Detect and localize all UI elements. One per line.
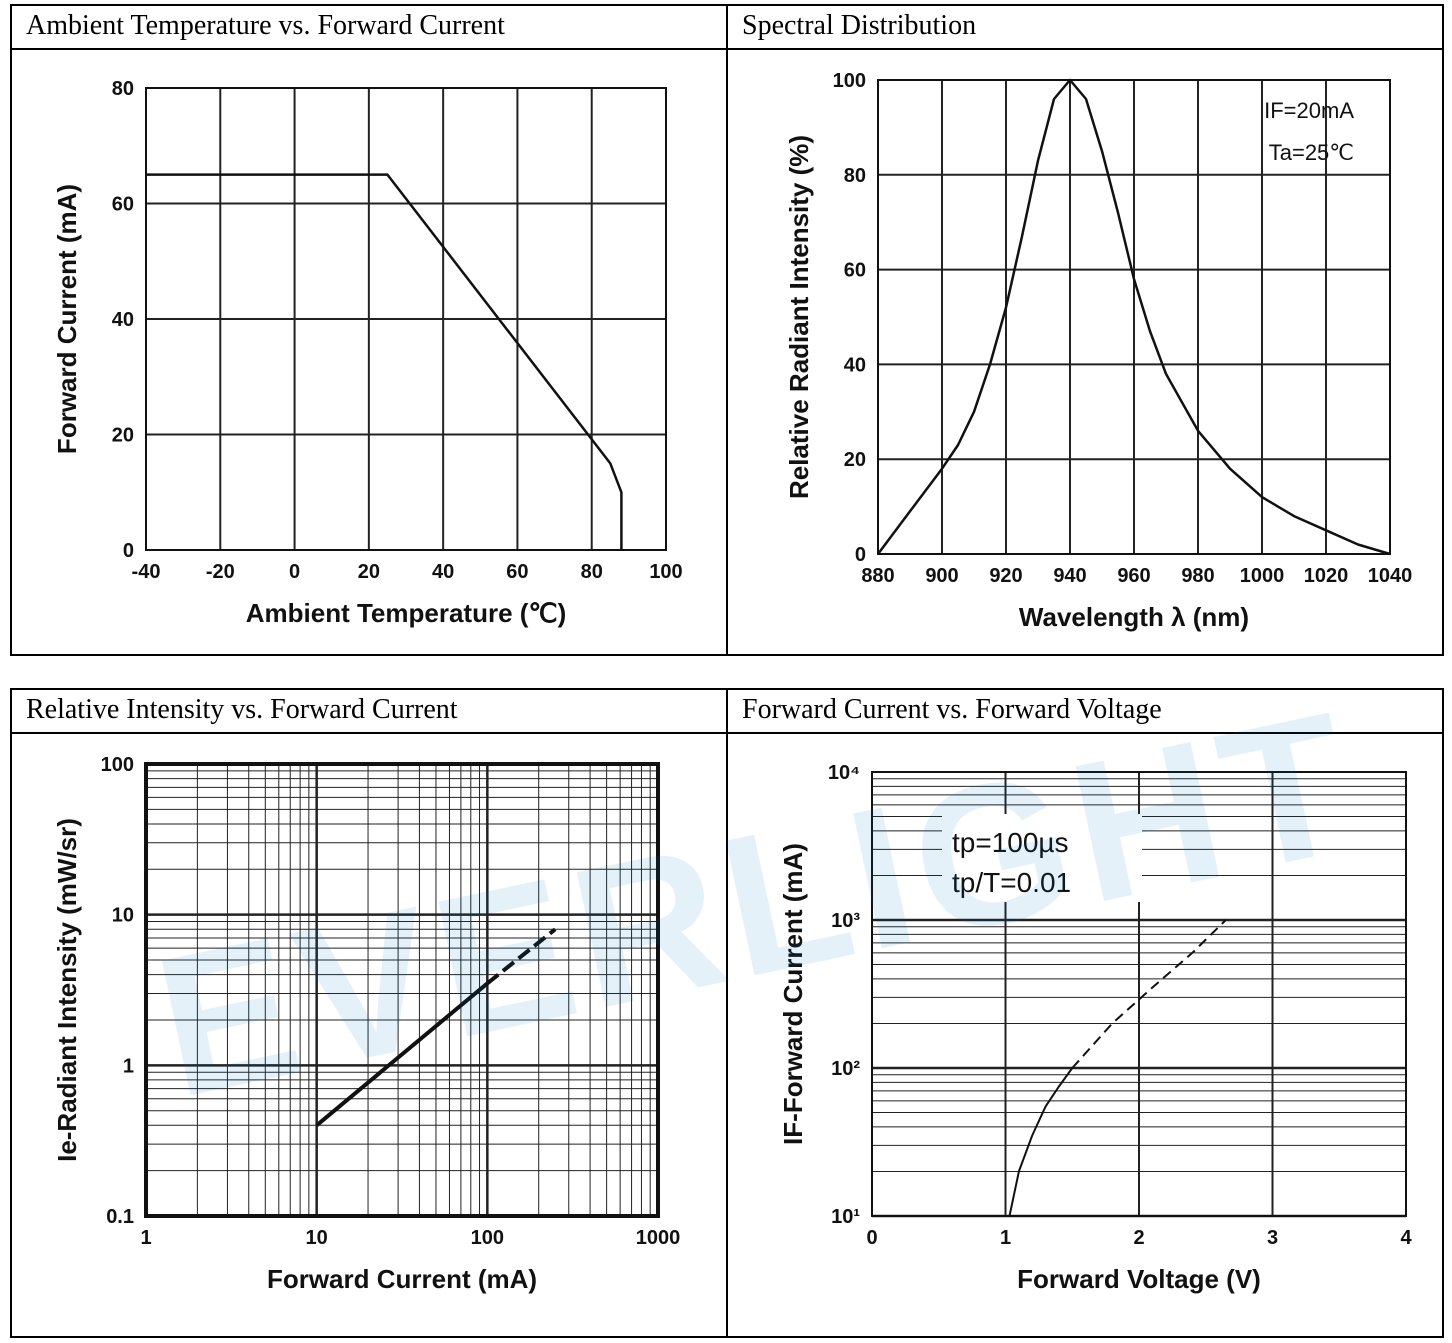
plot-frame: [877, 79, 1391, 555]
x-tick-label: 100: [471, 1227, 504, 1249]
y-tick-label: 60: [112, 194, 134, 216]
y-axis-label: Relative Radiant Intensity (%): [784, 135, 814, 499]
x-axis-label: Forward Current (mA): [267, 1264, 537, 1294]
y-axis-label: IF-Forward Current (mA): [778, 843, 808, 1145]
y-tick-label: 40: [844, 354, 866, 376]
series-line: [1008, 1067, 1074, 1217]
plot-frame: [871, 771, 1407, 1217]
y-tick-label: 40: [112, 309, 134, 331]
panel-temp-current: Ambient Temperature vs. Forward Current …: [10, 4, 728, 656]
x-tick-label: 900: [925, 565, 958, 587]
chart-current-voltage: 0 1 2 3 4 10¹ 10² 10³ 10⁴ Forward Voltage (V) IF-F…: [778, 762, 1412, 1294]
panel-title: Ambient Temperature vs. Forward Current: [12, 6, 726, 50]
x-tick-label: 80: [581, 561, 603, 583]
x-tick-label: 60: [506, 561, 528, 583]
x-tick-label: 1020: [1304, 565, 1349, 587]
x-tick-label: 960: [1117, 565, 1150, 587]
y-axis-label: Ie-Radiant Intensity (mW/sr): [52, 818, 82, 1162]
x-tick-label: 1000: [1240, 565, 1285, 587]
x-tick-label: 4: [1400, 1227, 1412, 1249]
annotation-pulse-width: tp=100µs: [952, 827, 1069, 858]
y-tick-label: 20: [112, 425, 134, 447]
x-tick-label: 1: [140, 1227, 151, 1249]
y-tick-label: 10³: [831, 910, 860, 932]
y-axis-label: Forward Current (mA): [52, 184, 82, 454]
y-tick-label: 100: [833, 70, 866, 92]
x-tick-label: -40: [132, 561, 161, 583]
y-tick-label: 10¹: [831, 1206, 860, 1228]
x-tick-label: 920: [989, 565, 1022, 587]
panel-title: Forward Current vs. Forward Voltage: [728, 690, 1442, 734]
annotation-temperature: Ta=25℃: [1269, 140, 1354, 165]
y-tick-label: 10: [112, 905, 134, 927]
y-tick-label: 10²: [831, 1058, 860, 1080]
x-tick-label: 100: [649, 561, 682, 583]
series-line: [876, 78, 1391, 556]
grid: [144, 764, 658, 1218]
plot-frame: [145, 87, 667, 551]
annotation-duty-cycle: tp/T=0.01: [952, 867, 1071, 898]
series-line: [146, 173, 623, 550]
x-tick-label: 1040: [1368, 565, 1413, 587]
y-tick-label: 0.1: [106, 1206, 134, 1228]
y-tick-label: 1: [123, 1055, 134, 1077]
x-tick-label: 940: [1053, 565, 1086, 587]
x-axis-label: Wavelength λ (nm): [1019, 602, 1249, 632]
y-tick-label: 80: [112, 78, 134, 100]
x-tick-label: 0: [289, 561, 300, 583]
x-tick-label: 20: [358, 561, 380, 583]
y-tick-label: 100: [101, 754, 134, 776]
x-axis-label: Forward Voltage (V): [1017, 1264, 1261, 1294]
y-tick-label: 0: [855, 544, 866, 566]
panel-title: Relative Intensity vs. Forward Current: [12, 690, 726, 734]
y-tick-label: 10⁴: [828, 762, 860, 784]
series-line-dashed: [486, 927, 557, 985]
x-tick-label: 40: [432, 561, 454, 583]
chart-intensity-current: 1 10 100 1000 0.1 1 10 100 Forward Current (mA) I…: [52, 754, 681, 1294]
series-line: [315, 981, 489, 1127]
x-tick-label: 10: [306, 1227, 328, 1249]
panel-current-voltage: Forward Current vs. Forward Voltage 0 1 2 3…: [726, 688, 1444, 1338]
panel-intensity-current: Relative Intensity vs. Forward Current 1…: [10, 688, 728, 1338]
series-line-dashed: [1071, 919, 1227, 1069]
chart-spectral: 880 900 920 940 960 980 1000 1020 1040 0 20 40 60 80 1…: [784, 70, 1413, 632]
panel-title: Spectral Distribution: [728, 6, 1442, 50]
x-tick-label: 0: [866, 1227, 877, 1249]
y-tick-label: 80: [844, 165, 866, 187]
x-tick-label: 3: [1267, 1227, 1278, 1249]
x-tick-label: 1000: [636, 1227, 681, 1249]
y-tick-label: 20: [844, 449, 866, 471]
x-tick-label: 980: [1181, 565, 1214, 587]
plot-frame: [144, 762, 660, 1218]
x-tick-label: 880: [861, 565, 894, 587]
annotation-box: [942, 814, 1142, 902]
annotation-current: IF=20mA: [1264, 98, 1354, 123]
grid: [145, 87, 667, 551]
x-tick-label: 1: [1000, 1227, 1011, 1249]
grid: [871, 772, 1407, 1218]
y-tick-label: 60: [844, 260, 866, 282]
x-tick-label: 2: [1133, 1227, 1144, 1249]
x-tick-label: -20: [206, 561, 235, 583]
y-tick-label: 0: [123, 540, 134, 562]
chart-temp-current: -40 -20 0 20 40 60 80 100 0 20 40 60 80 Ambient Tempe…: [52, 78, 683, 628]
panel-spectral: Spectral Distribution 880 900 920 940 960 980…: [726, 4, 1444, 656]
x-axis-label: Ambient Temperature (℃): [246, 598, 567, 628]
